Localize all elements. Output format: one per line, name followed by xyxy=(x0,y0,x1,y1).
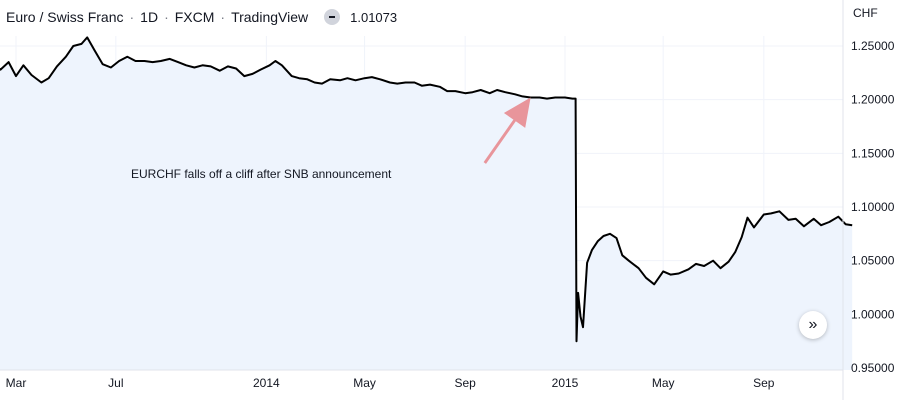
y-tick-label: 1.05000 xyxy=(851,254,895,268)
y-tick-label: 1.25000 xyxy=(851,39,895,53)
chart-header: Euro / Swiss Franc · 1D · FXCM · Trading… xyxy=(6,6,397,28)
x-tick-label: May xyxy=(652,376,675,390)
x-tick-label: Sep xyxy=(753,376,775,390)
x-tick-label: 2014 xyxy=(253,376,280,390)
symbol-name[interactable]: Euro / Swiss Franc xyxy=(6,9,124,25)
x-tick-label: Sep xyxy=(455,376,477,390)
price-line[interactable] xyxy=(0,36,853,343)
annotation-text: EURCHF falls off a cliff after SNB annou… xyxy=(131,167,392,181)
series-area-fill xyxy=(0,37,853,370)
y-tick-label: 1.00000 xyxy=(851,307,895,321)
header-separator: · xyxy=(164,9,169,25)
currency-selector[interactable]: CHF xyxy=(853,6,878,20)
y-tick-label: 1.10000 xyxy=(851,200,895,214)
x-tick-label: May xyxy=(353,376,376,390)
x-tick-label: Mar xyxy=(6,376,27,390)
annotation-arrow xyxy=(483,97,531,164)
x-tick-label: Jul xyxy=(108,376,123,390)
y-tick-label: 0.95000 xyxy=(851,361,895,375)
header-separator: · xyxy=(220,9,226,25)
exchange: FXCM xyxy=(174,9,215,25)
source: TradingView xyxy=(231,9,309,25)
y-tick-label: 1.15000 xyxy=(851,146,895,160)
y-tick-label: 1.20000 xyxy=(851,93,895,107)
interval[interactable]: 1D xyxy=(140,9,159,25)
collapse-legend-icon[interactable] xyxy=(324,9,341,25)
x-tick-label: 2015 xyxy=(552,376,579,390)
header-separator: · xyxy=(129,9,135,25)
double-chevron-right-icon[interactable]: » xyxy=(799,311,827,339)
last-value: 1.01073 xyxy=(350,9,398,25)
